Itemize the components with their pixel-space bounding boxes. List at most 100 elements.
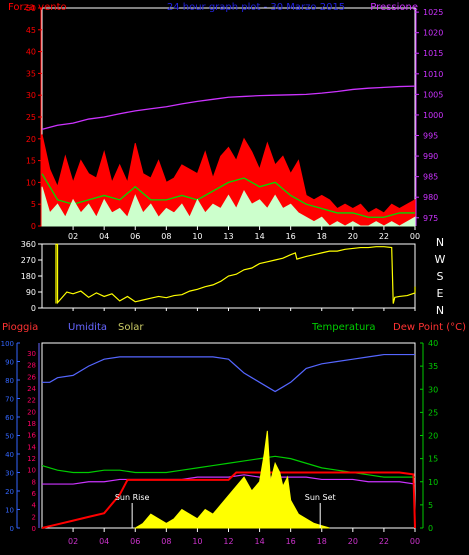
x-tick-label: 08 (161, 232, 171, 241)
left-tick-label: 40 (26, 48, 36, 57)
left-tick-label: 0 (31, 222, 36, 231)
rain-line (41, 471, 416, 529)
x-tick-label: 14 (254, 232, 264, 241)
pressure-line (41, 85, 416, 130)
left-tick-label: 30 (26, 91, 36, 100)
left-tick-label: 180 (21, 272, 36, 281)
left-tick-label: 0 (31, 304, 36, 313)
right-tick-label: 990 (423, 152, 438, 161)
compass-label: E (437, 287, 444, 300)
rain-tick-label: 20 (5, 488, 14, 496)
humidity-tick-label: 24 (27, 385, 36, 393)
left-tick-label: 50 (26, 4, 36, 13)
left-tick-label: 90 (26, 288, 36, 297)
rain-tick-label: 90 (5, 359, 14, 367)
x-tick-label: 08 (161, 537, 171, 546)
sun-marker-label: Sun Rise (115, 493, 150, 502)
temperature-label: Temperatura (311, 322, 376, 333)
solar-area (133, 430, 330, 529)
dew-line (42, 474, 416, 485)
x-tick-label: 10 (192, 537, 202, 546)
x-tick-label: 22 (379, 537, 389, 546)
rain-tick-label: 50 (5, 433, 14, 441)
x-tick-label: 14 (254, 537, 264, 546)
temperature-tick-label: 0 (428, 524, 433, 533)
humidity-tick-label: 28 (27, 362, 36, 370)
right-tick-label: 1015 (423, 49, 443, 58)
temperature-tick-label: 30 (428, 385, 438, 394)
humidity-tick-label: 22 (27, 397, 36, 405)
right-tick-label: 1010 (423, 70, 443, 79)
x-tick-label: 00 (410, 537, 420, 546)
humidity-tick-label: 18 (27, 420, 36, 428)
humidity-tick-label: 2 (32, 513, 36, 521)
rain-label: Pioggia (2, 322, 38, 333)
humidity-tick-label: 20 (27, 408, 36, 416)
compass-label: N (436, 236, 444, 249)
temperature-tick-label: 40 (428, 339, 438, 348)
humidity-tick-label: 8 (32, 478, 36, 486)
solar-label: Solar (118, 322, 144, 333)
humidity-line (42, 353, 415, 393)
right-axis-title: Pressione (370, 2, 418, 13)
humidity-tick-label: 4 (32, 502, 37, 510)
right-tick-label: 1025 (423, 8, 443, 17)
temperature-tick-label: 10 (428, 478, 438, 487)
x-tick-label: 13 (223, 232, 233, 241)
temperature-tick-label: 5 (428, 501, 433, 510)
right-tick-label: 980 (423, 193, 438, 202)
humidity-tick-label: 0 (32, 525, 36, 533)
left-tick-label: 25 (26, 113, 36, 122)
right-tick-label: 985 (423, 173, 438, 182)
left-tick-label: 360 (21, 240, 36, 249)
temperature-tick-label: 25 (428, 408, 438, 417)
temperature-tick-label: 15 (428, 455, 438, 464)
x-tick-label: 12 (223, 537, 233, 546)
x-tick-label: 06 (130, 537, 140, 546)
left-axis-title: Forza vento (8, 2, 67, 13)
x-tick-label: 02 (68, 232, 78, 241)
x-tick-label: 20 (348, 537, 358, 546)
right-tick-label: 1020 (423, 29, 443, 38)
rain-tick-label: 40 (5, 451, 14, 459)
rain-tick-label: 60 (5, 414, 14, 422)
right-tick-label: 1000 (423, 111, 443, 120)
left-tick-label: 45 (26, 26, 36, 35)
x-tick-label: 18 (317, 232, 327, 241)
compass-label: W (435, 253, 446, 266)
left-tick-label: 5 (31, 200, 36, 209)
speed-area (41, 186, 416, 227)
rain-tick-label: 0 (10, 525, 14, 533)
direction-line (55, 243, 416, 305)
wind-pressure-panel: 0510152025303540455097598098599099510001… (8, 2, 443, 241)
temperature-tick-label: 20 (428, 432, 438, 441)
humidity-label: Umidita (68, 322, 107, 333)
x-tick-label: 20 (348, 232, 358, 241)
left-tick-label: 35 (26, 69, 36, 78)
left-tick-label: 15 (26, 157, 36, 166)
compass-label: S (437, 270, 444, 283)
left-tick-label: 20 (26, 135, 36, 144)
rain-tick-label: 80 (5, 377, 14, 385)
right-tick-label: 975 (423, 214, 438, 223)
left-tick-label: 10 (26, 178, 36, 187)
temperature-tick-label: 35 (428, 362, 438, 371)
humidity-tick-label: 30 (27, 350, 36, 358)
humidity-tick-label: 6 (32, 490, 37, 498)
x-tick-label: 06 (130, 232, 140, 241)
humidity-tick-label: 26 (27, 373, 36, 381)
x-tick-label: 00 (410, 232, 420, 241)
right-tick-label: 995 (423, 132, 438, 141)
x-tick-label: 02 (68, 537, 78, 546)
x-tick-label: 10 (192, 232, 202, 241)
right-tick-label: 1005 (423, 90, 443, 99)
x-tick-label: 18 (317, 537, 327, 546)
temperature-line (41, 455, 415, 478)
humidity-tick-label: 10 (27, 467, 36, 475)
rain-tick-label: 70 (5, 396, 14, 404)
rain-tick-label: 10 (5, 507, 14, 515)
rain-tick-label: 100 (1, 340, 14, 348)
left-tick-label: 270 (21, 256, 36, 265)
humidity-tick-label: 12 (27, 455, 36, 463)
compass-label: N (436, 304, 444, 317)
